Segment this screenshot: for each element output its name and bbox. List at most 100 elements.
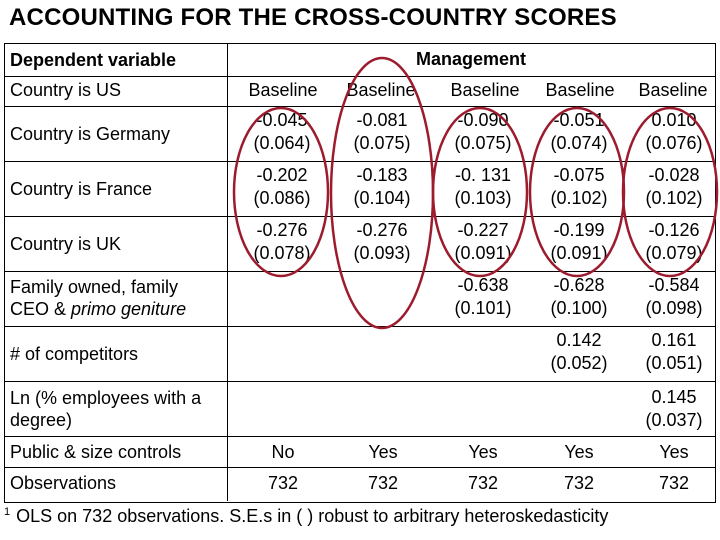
- standard-error: (0.086): [253, 188, 311, 208]
- row-divider: [4, 381, 716, 382]
- coefficient: -0.227: [457, 220, 509, 240]
- standard-error: (0.078): [253, 243, 311, 263]
- coefficient-cell: -0.045 (0.064): [232, 109, 332, 155]
- label-prefix: CEO &: [10, 299, 72, 319]
- table-cell: No: [271, 442, 295, 462]
- standard-error: (0.104): [353, 188, 411, 208]
- coefficient-cell: -0.183 (0.104): [332, 164, 432, 210]
- standard-error: (0.051): [645, 353, 703, 373]
- coefficient: 0.142: [556, 330, 602, 350]
- coefficient-cell: -0.276 (0.078): [232, 219, 332, 265]
- table-cell: Baseline: [545, 80, 615, 100]
- label-italic: primo geniture: [71, 299, 187, 319]
- standard-error: (0.102): [645, 188, 703, 208]
- standard-error: (0.074): [550, 133, 608, 153]
- standard-error: (0.098): [645, 298, 703, 318]
- row-divider: [4, 467, 716, 468]
- coefficient-cell: 0.145 (0.037): [624, 386, 720, 432]
- row-label-observations: Observations: [10, 473, 117, 493]
- coefficient: -0. 131: [454, 165, 512, 185]
- coefficient-cell: -0.227 (0.091): [433, 219, 533, 265]
- label-line: Family owned, family: [10, 277, 179, 297]
- coefficient-cell: -0.202 (0.086): [232, 164, 332, 210]
- coefficient: -0.584: [648, 275, 700, 295]
- table-cell: 732: [267, 473, 299, 493]
- standard-error: (0.076): [645, 133, 703, 153]
- standard-error: (0.100): [550, 298, 608, 318]
- coefficient: -0.638: [457, 275, 509, 295]
- standard-error: (0.091): [454, 243, 512, 263]
- table-cell: Baseline: [248, 80, 318, 100]
- coefficient-cell: -0.584 (0.098): [624, 274, 720, 320]
- row-label-controls: Public & size controls: [10, 442, 182, 462]
- standard-error: (0.103): [454, 188, 512, 208]
- column-divider: [227, 43, 228, 501]
- table-cell: 732: [467, 473, 499, 493]
- coefficient: -0.075: [553, 165, 605, 185]
- coefficient-cell: 0.010 (0.076): [624, 109, 720, 155]
- row-divider: [4, 106, 716, 107]
- results-table: Dependent variable Management Country is…: [4, 43, 716, 503]
- coefficient-cell: -0.081 (0.075): [332, 109, 432, 155]
- row-label-germany: Country is Germany: [10, 124, 171, 144]
- coefficient: 0.145: [651, 387, 697, 407]
- standard-error: (0.101): [454, 298, 512, 318]
- coefficient-cell: -0.090 (0.075): [433, 109, 533, 155]
- coefficient: 0.161: [651, 330, 697, 350]
- coefficient-cell: -0. 131 (0.103): [433, 164, 533, 210]
- table-cell: Yes: [468, 442, 498, 462]
- dependent-variable-label: Dependent variable: [10, 50, 177, 70]
- coefficient: -0.199: [553, 220, 605, 240]
- coefficient: 0.010: [651, 110, 697, 130]
- standard-error: (0.052): [550, 353, 608, 373]
- table-cell: Yes: [564, 442, 594, 462]
- standard-error: (0.075): [454, 133, 512, 153]
- label-line: CEO & primo geniture: [10, 298, 186, 320]
- table-cell: 732: [367, 473, 399, 493]
- standard-error: (0.064): [253, 133, 311, 153]
- row-label-competitors: # of competitors: [10, 344, 139, 364]
- table-cell: Baseline: [346, 80, 416, 100]
- row-label-france: Country is France: [10, 179, 153, 199]
- standard-error: (0.079): [645, 243, 703, 263]
- standard-error: (0.093): [353, 243, 411, 263]
- row-label-ln-employees: Ln (% employees with a degree): [10, 387, 201, 431]
- standard-error: (0.102): [550, 188, 608, 208]
- coefficient: -0.028: [648, 165, 700, 185]
- coefficient-cell: -0.638 (0.101): [433, 274, 533, 320]
- row-label-uk: Country is UK: [10, 234, 122, 254]
- coefficient-cell: -0.199 (0.091): [529, 219, 629, 265]
- coefficient: -0.276: [356, 220, 408, 240]
- table-cell: 732: [563, 473, 595, 493]
- row-divider: [4, 161, 716, 162]
- coefficient: -0.090: [457, 110, 509, 130]
- coefficient: -0.202: [256, 165, 308, 185]
- coefficient-cell: -0.628 (0.100): [529, 274, 629, 320]
- coefficient-cell: -0.051 (0.074): [529, 109, 629, 155]
- page-title: ACCOUNTING FOR THE CROSS-COUNTRY SCORES: [9, 4, 617, 31]
- row-label-us: Country is US: [10, 80, 122, 100]
- coefficient-cell: -0.126 (0.079): [624, 219, 720, 265]
- coefficient: -0.051: [553, 110, 605, 130]
- coefficient: -0.081: [356, 110, 408, 130]
- table-cell: Baseline: [450, 80, 520, 100]
- standard-error: (0.075): [353, 133, 411, 153]
- coefficient-cell: 0.142 (0.052): [529, 329, 629, 375]
- coefficient-cell: -0.276 (0.093): [332, 219, 432, 265]
- standard-error: (0.037): [645, 410, 703, 430]
- table-cell: 732: [658, 473, 690, 493]
- footnote-marker: 1: [4, 506, 11, 518]
- management-header: Management: [415, 49, 527, 69]
- coefficient-cell: 0.161 (0.051): [624, 329, 720, 375]
- coefficient: -0.276: [256, 220, 308, 240]
- coefficient-cell: -0.075 (0.102): [529, 164, 629, 210]
- coefficient-cell: -0.028 (0.102): [624, 164, 720, 210]
- table-cell: Yes: [368, 442, 398, 462]
- coefficient: -0.126: [648, 220, 700, 240]
- table-cell: Baseline: [638, 80, 708, 100]
- coefficient: -0.183: [356, 165, 408, 185]
- standard-error: (0.091): [550, 243, 608, 263]
- row-divider: [4, 436, 716, 437]
- row-label-family-owned: Family owned, family CEO & primo genitur…: [10, 276, 186, 320]
- label-line: degree): [10, 410, 73, 430]
